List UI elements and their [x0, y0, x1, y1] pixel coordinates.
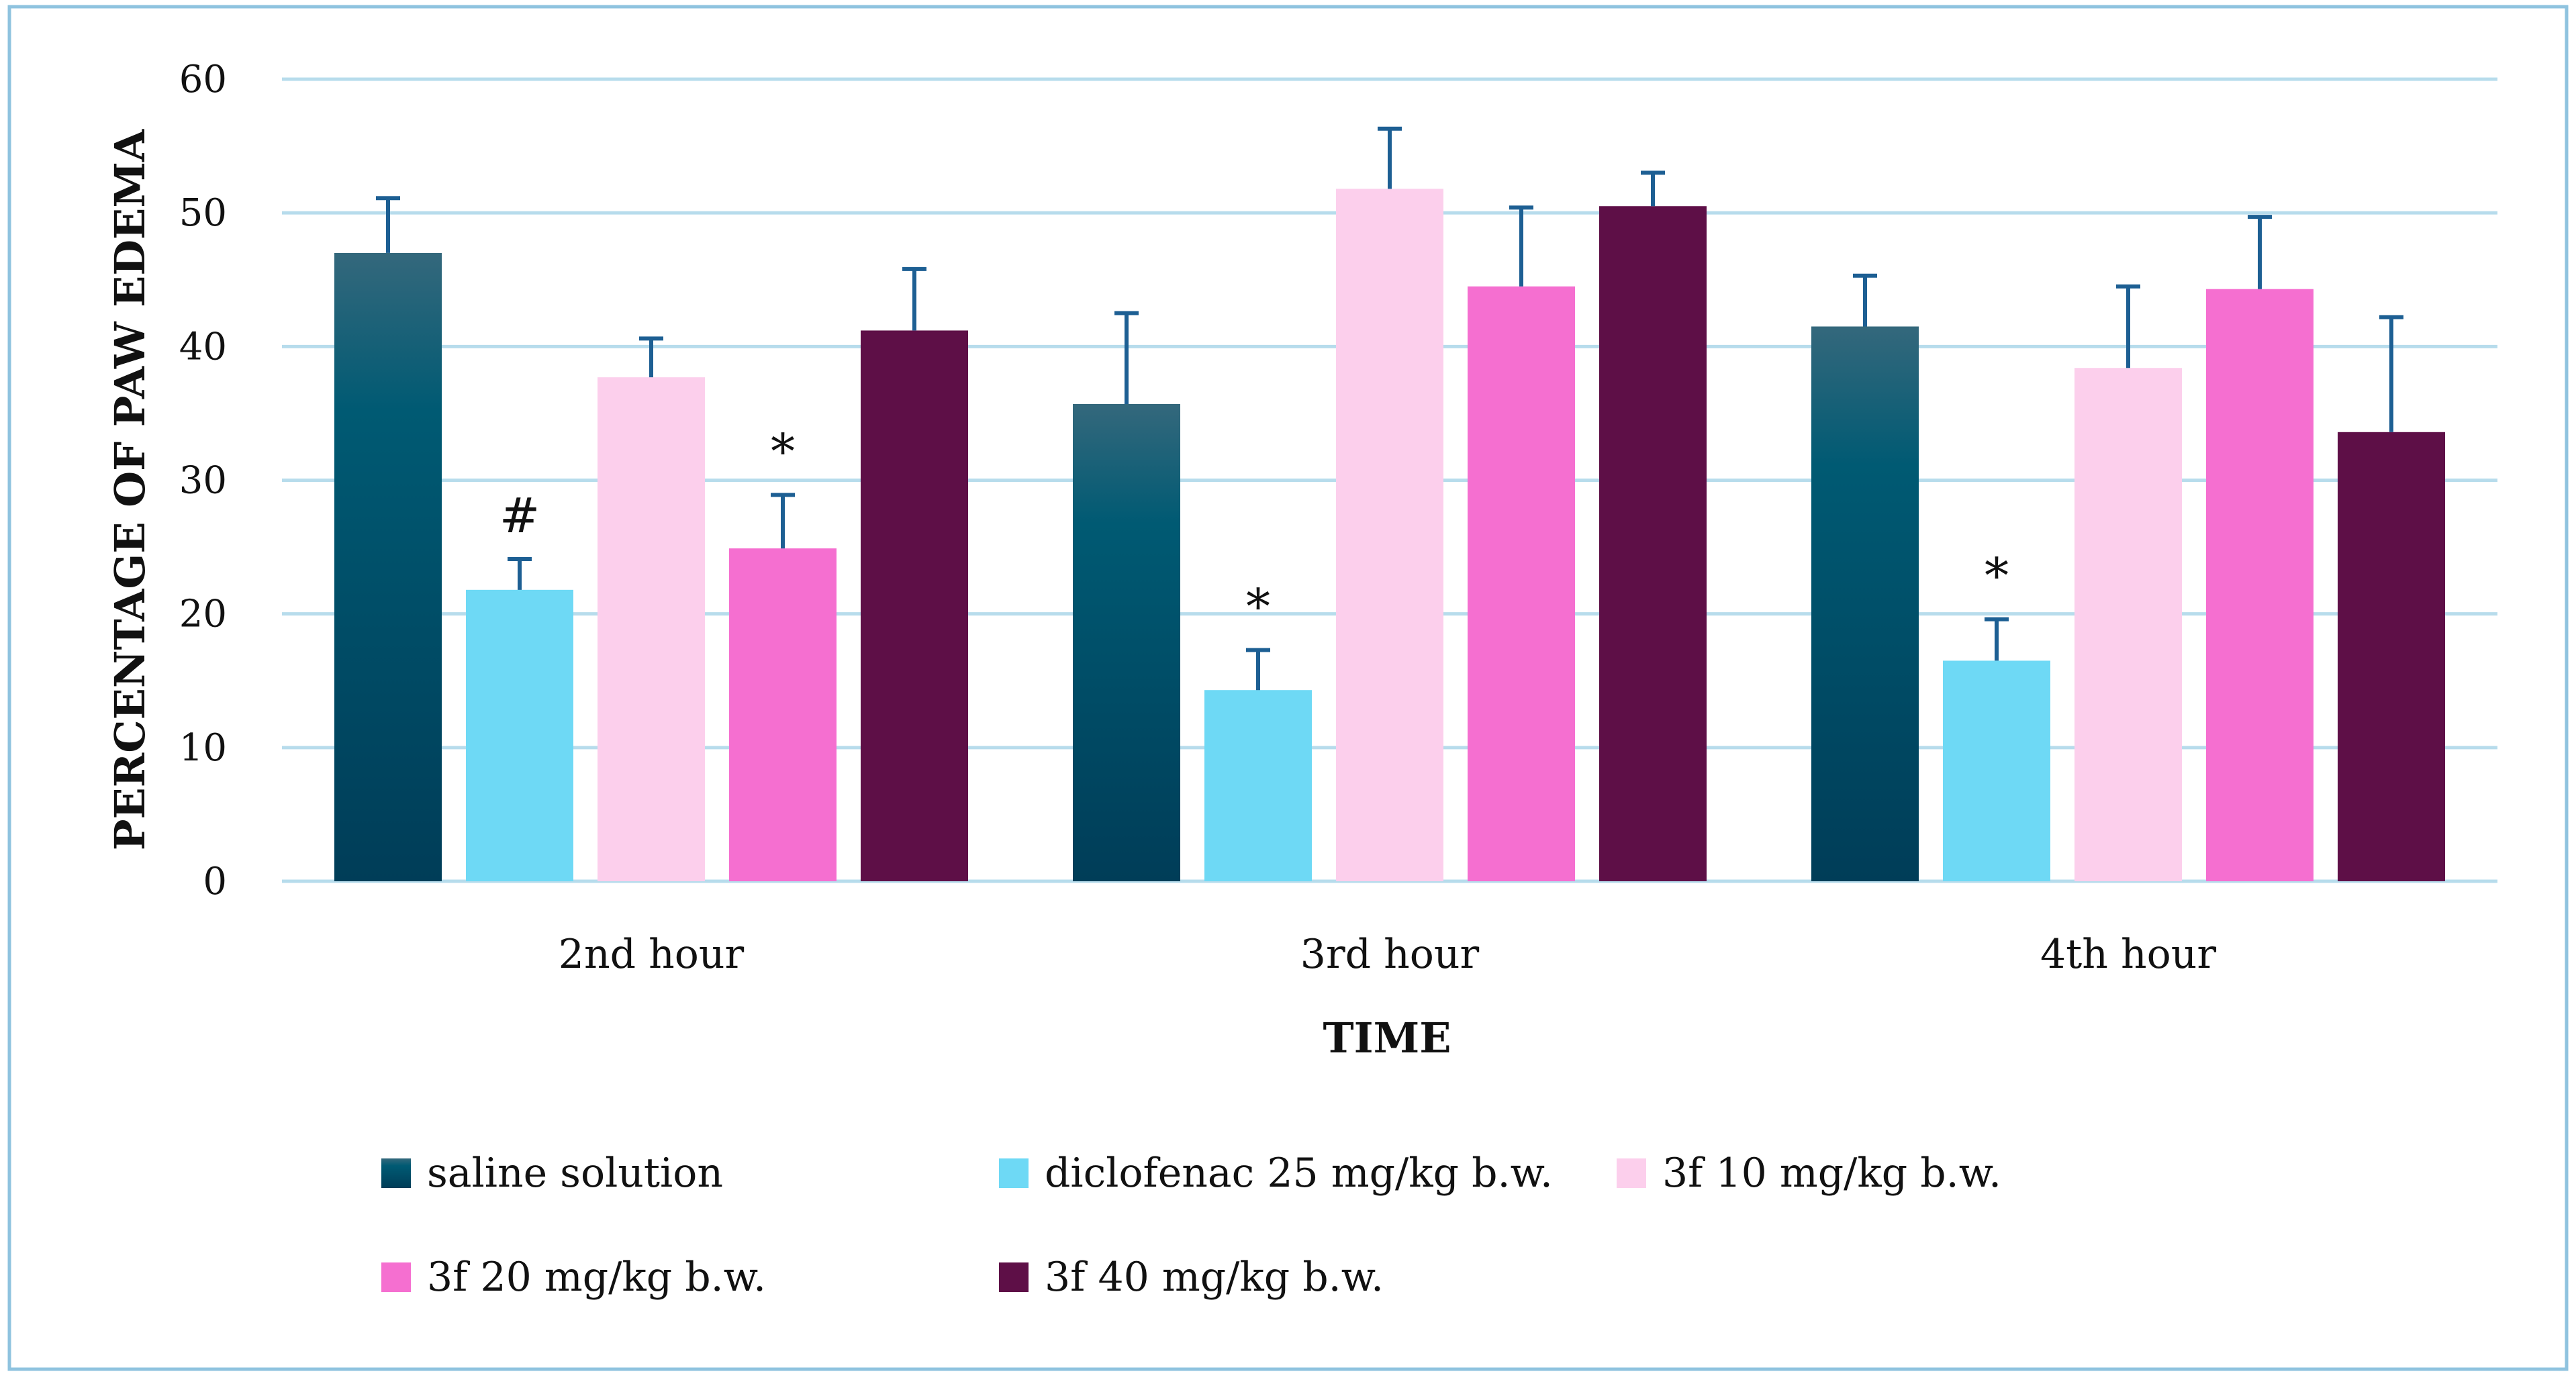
legend-swatch	[999, 1262, 1029, 1292]
legend-label: 3f 20 mg/kg b.w.	[427, 1254, 766, 1301]
legend-item: 3f 20 mg/kg b.w.	[381, 1254, 766, 1301]
legend-item: saline solution	[381, 1150, 723, 1197]
x-axis-title: TIME	[1323, 1013, 1451, 1062]
bar	[1468, 287, 1575, 881]
legend-swatch	[1617, 1158, 1646, 1188]
legend-swatch	[381, 1262, 411, 1292]
x-tick-label: 2nd hour	[559, 931, 745, 978]
bar	[1811, 326, 1919, 881]
legend-item: 3f 10 mg/kg b.w.	[1617, 1150, 2001, 1197]
legend-swatch	[999, 1158, 1029, 1188]
x-tick-label: 4th hour	[2040, 931, 2216, 978]
x-tick-label: 3rd hour	[1300, 931, 1480, 978]
bar	[1336, 189, 1443, 881]
legend-item: diclofenac 25 mg/kg b.w.	[999, 1150, 1553, 1197]
y-tick-label: 10	[179, 726, 227, 770]
y-tick-label: 50	[179, 191, 227, 235]
bar	[1073, 404, 1180, 881]
legend-label: 3f 40 mg/kg b.w.	[1045, 1254, 1384, 1301]
y-axis-title: PERCENTAGE OF PAW EDEMA	[105, 129, 154, 850]
significance-marker: #	[499, 487, 540, 544]
significance-marker: *	[771, 423, 795, 479]
bar	[861, 330, 968, 881]
bar	[1599, 206, 1707, 881]
legend-label: 3f 10 mg/kg b.w.	[1662, 1150, 2001, 1197]
y-tick-label: 0	[203, 860, 227, 903]
bar	[598, 377, 705, 881]
y-tick-label: 60	[179, 58, 227, 101]
bar	[1204, 690, 1312, 881]
legend-label: saline solution	[427, 1150, 723, 1197]
legend-swatch	[381, 1158, 411, 1188]
legend-label: diclofenac 25 mg/kg b.w.	[1045, 1150, 1553, 1197]
bar	[334, 253, 442, 881]
y-tick-label: 30	[179, 459, 227, 503]
significance-marker: *	[1985, 548, 2009, 604]
y-tick-label: 40	[179, 325, 227, 368]
bar	[2338, 432, 2445, 881]
bar	[2206, 289, 2313, 881]
bar	[729, 548, 837, 881]
chart: # * * * 0 10 20 30 40 50 60 2nd hour 3rd hour 4th h…	[0, 0, 2576, 1390]
bar	[1943, 660, 2050, 881]
bar	[466, 590, 573, 881]
bar	[2074, 368, 2182, 881]
y-tick-label: 20	[179, 593, 227, 636]
significance-marker: *	[1246, 578, 1270, 634]
legend-item: 3f 40 mg/kg b.w.	[999, 1254, 1384, 1301]
